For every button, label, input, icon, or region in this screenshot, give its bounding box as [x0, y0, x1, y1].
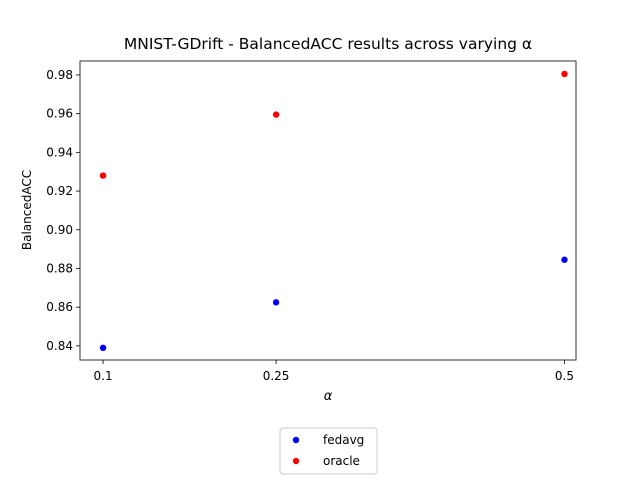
y-tick-label: 0.98 [46, 68, 73, 82]
y-tick-label: 0.90 [46, 223, 73, 237]
y-tick-label: 0.96 [46, 107, 73, 121]
data-point-fedavg [561, 256, 568, 263]
legend-marker-oracle [292, 457, 300, 465]
data-point-oracle [272, 111, 280, 118]
y-tick-label: 0.84 [46, 339, 73, 353]
data-point-fedavg [272, 299, 280, 306]
y-tick-label: 0.86 [46, 300, 73, 314]
data-point-fedavg [99, 344, 107, 352]
legend: fedavg oracle [279, 427, 378, 475]
legend-label-fedavg: fedavg [323, 433, 364, 447]
legend-box [279, 427, 378, 475]
legend-marker-fedavg [292, 436, 300, 444]
axes-frame [79, 60, 577, 361]
x-tick-label: 0.25 [263, 369, 290, 383]
plot-area: 0.1 0.25 0.5 0.84 0.86 0.88 0.90 0.92 0.94 0.96 0.… [46, 60, 577, 383]
data-point-oracle [99, 172, 107, 179]
data-point-oracle [561, 70, 568, 78]
y-tick-label: 0.88 [46, 261, 73, 275]
y-tick-label: 0.94 [46, 145, 73, 159]
y-tick-label: 0.92 [46, 184, 73, 198]
x-tick-label: 0.5 [555, 369, 574, 383]
y-axis-label: BalancedACC [20, 170, 34, 250]
chart-title: MNIST-GDrift - BalancedACC results acros… [124, 35, 532, 53]
legend-label-oracle: oracle [323, 454, 360, 468]
x-tick-label: 0.1 [94, 369, 113, 383]
x-axis-label: α [324, 389, 333, 404]
